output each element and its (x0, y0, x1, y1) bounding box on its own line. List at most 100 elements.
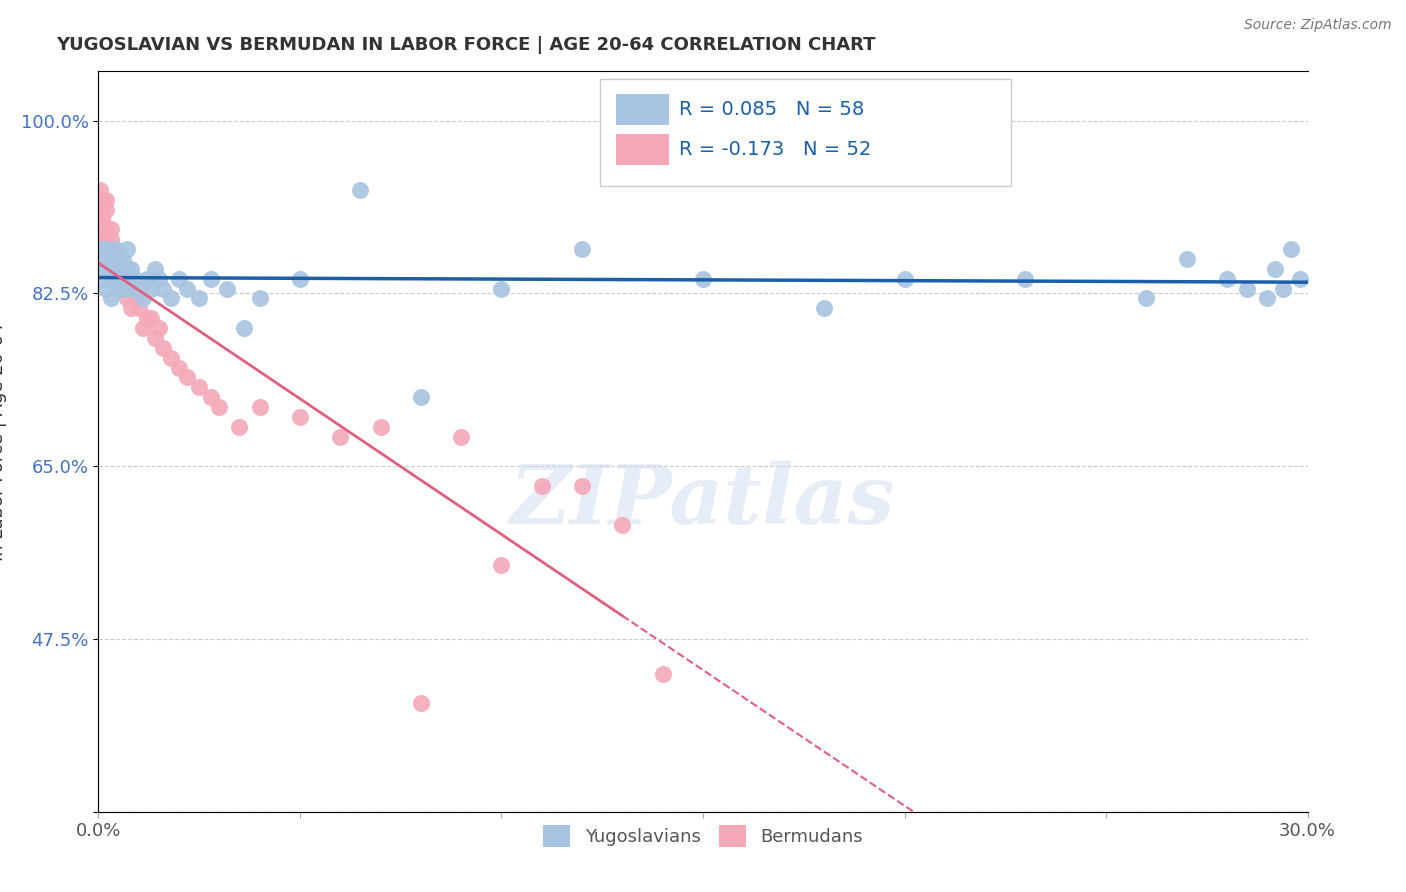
Point (100, 292, 122, 306)
Point (152, 281, 174, 295)
Point (111, 252, 134, 266)
Point (188, 292, 211, 306)
Point (152, 341, 174, 355)
Point (120, 281, 142, 295)
Point (160, 292, 183, 306)
Point (89, 202, 111, 217)
Point (91, 242, 114, 256)
Point (139, 281, 162, 295)
Point (120, 261, 142, 276)
Point (120, 281, 142, 295)
Point (107, 261, 129, 276)
Point (135, 311, 157, 326)
Point (143, 261, 166, 276)
Point (115, 261, 138, 276)
Point (217, 281, 239, 295)
Text: R = 0.085   N = 58: R = 0.085 N = 58 (679, 100, 865, 119)
Point (91, 193, 114, 207)
Point (115, 242, 138, 256)
Point (1288, 271, 1310, 285)
Point (491, 281, 513, 295)
Point (491, 558, 513, 572)
Point (91, 271, 114, 285)
Point (96, 281, 118, 295)
FancyBboxPatch shape (616, 135, 669, 165)
Point (139, 311, 162, 326)
Point (107, 261, 129, 276)
Point (132, 321, 155, 335)
Point (132, 292, 155, 306)
Point (107, 252, 129, 266)
Point (249, 400, 271, 414)
Text: ZIPatlas: ZIPatlas (510, 461, 896, 541)
Point (96, 232, 118, 246)
FancyBboxPatch shape (600, 78, 1011, 186)
Point (128, 281, 150, 295)
Point (692, 271, 714, 285)
Point (103, 261, 125, 276)
Point (188, 380, 211, 394)
Point (115, 292, 138, 306)
Point (200, 390, 222, 404)
Point (96, 202, 118, 217)
Point (1135, 292, 1157, 306)
Point (349, 183, 371, 197)
Point (103, 261, 125, 276)
Point (107, 281, 129, 295)
Point (530, 479, 553, 493)
Point (100, 252, 122, 266)
Point (176, 281, 198, 295)
Point (612, 518, 634, 533)
Text: R = -0.173   N = 52: R = -0.173 N = 52 (679, 140, 872, 160)
Point (176, 370, 198, 384)
Point (143, 331, 166, 345)
Point (115, 271, 138, 285)
Point (100, 242, 122, 256)
Point (167, 360, 190, 375)
Text: Source: ZipAtlas.com: Source: ZipAtlas.com (1244, 18, 1392, 32)
Point (111, 281, 134, 295)
Point (893, 271, 915, 285)
Point (571, 479, 593, 493)
Y-axis label: In Labor Force | Age 20-64: In Labor Force | Age 20-64 (0, 322, 7, 561)
Point (148, 321, 170, 335)
Point (1264, 261, 1286, 276)
Point (107, 281, 129, 295)
Point (1256, 292, 1278, 306)
Point (288, 271, 311, 285)
Point (409, 696, 432, 710)
Point (409, 390, 432, 404)
Point (813, 301, 835, 316)
Point (249, 292, 271, 306)
Point (103, 271, 125, 285)
Point (96, 242, 118, 256)
Point (329, 429, 352, 443)
Point (288, 409, 311, 424)
Point (103, 242, 125, 256)
Point (128, 301, 150, 316)
Point (91, 252, 114, 266)
Point (89, 183, 111, 197)
Point (571, 242, 593, 256)
Point (100, 271, 122, 285)
Point (103, 271, 125, 285)
Point (1014, 271, 1036, 285)
Point (100, 252, 122, 266)
Point (1236, 281, 1258, 295)
Point (91, 212, 114, 227)
Point (450, 429, 472, 443)
Point (96, 222, 118, 236)
Point (124, 292, 146, 306)
Legend: Yugoslavians, Bermudans: Yugoslavians, Bermudans (536, 818, 870, 855)
Point (100, 222, 122, 236)
Point (1175, 252, 1198, 266)
Point (370, 419, 392, 434)
Point (111, 281, 134, 295)
Point (96, 261, 118, 276)
Point (135, 271, 157, 285)
Point (120, 301, 142, 316)
Point (148, 271, 170, 285)
Point (1216, 271, 1239, 285)
Point (111, 261, 134, 276)
Point (111, 271, 134, 285)
